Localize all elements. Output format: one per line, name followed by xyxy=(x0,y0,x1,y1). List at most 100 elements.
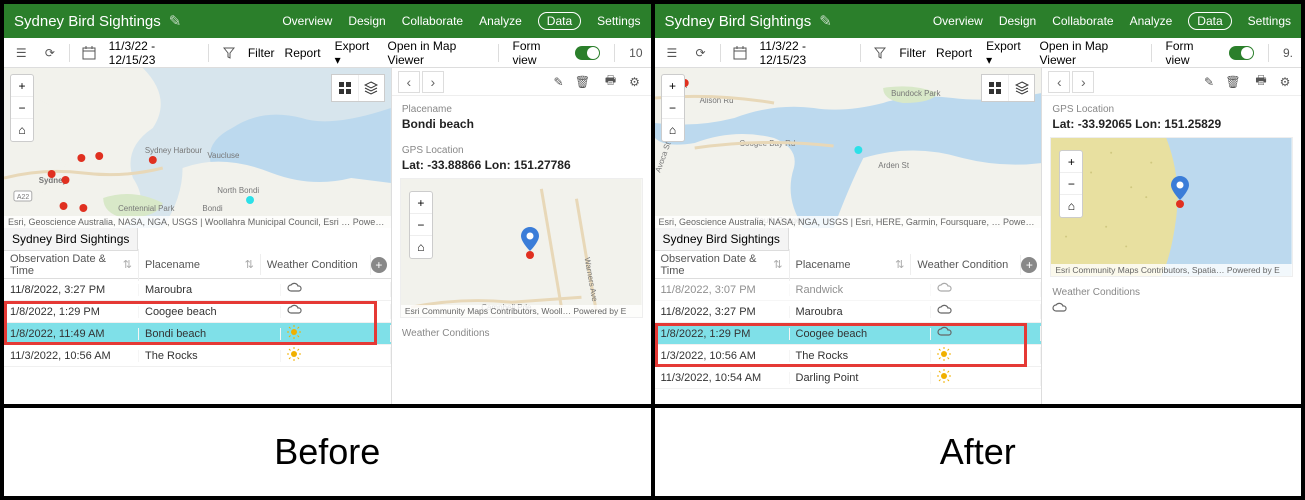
nav-settings[interactable]: Settings xyxy=(1248,14,1291,28)
settings-icon[interactable]: ⚙ xyxy=(1275,72,1295,92)
zoom-in-button[interactable]: + xyxy=(410,192,432,214)
export-button[interactable]: Export ▾ xyxy=(335,39,374,67)
open-map-button[interactable]: Open in Map Viewer xyxy=(1039,39,1136,67)
delete-icon[interactable]: 🗑 xyxy=(1223,72,1243,92)
form-view-toggle[interactable] xyxy=(1229,46,1254,60)
table-row[interactable]: 11/3/2022, 10:56 AMThe Rocks xyxy=(4,345,391,367)
refresh-icon[interactable]: ⟳ xyxy=(691,43,710,63)
home-button[interactable]: ⌂ xyxy=(11,119,33,141)
nav-data[interactable]: Data xyxy=(538,12,581,30)
menu-icon[interactable]: ☰ xyxy=(12,43,31,63)
nav-overview[interactable]: Overview xyxy=(282,14,332,28)
open-map-button[interactable]: Open in Map Viewer xyxy=(388,39,484,67)
zoom-out-button[interactable]: − xyxy=(11,97,33,119)
label-after: After xyxy=(655,408,1302,496)
nav-data[interactable]: Data xyxy=(1188,12,1231,30)
nav-settings[interactable]: Settings xyxy=(597,14,640,28)
nav-design[interactable]: Design xyxy=(348,14,385,28)
table-row[interactable]: 1/3/2022, 10:56 AMThe Rocks xyxy=(655,345,1042,367)
mini-map[interactable]: Campbell Pde Warners Ave + − ⌂ Esri Com xyxy=(400,178,643,318)
zoom-in-button[interactable]: + xyxy=(1060,151,1082,173)
edit-icon[interactable]: ✎ xyxy=(549,72,569,92)
placename-label: Placename xyxy=(392,96,651,117)
filter-label[interactable]: Filter xyxy=(899,46,926,60)
date-range[interactable]: 11/3/22 - 12/15/23 xyxy=(760,39,850,67)
filter-icon[interactable] xyxy=(219,43,238,63)
detail-toolbar: ‹ › ✎ 🗑 🖶 ⚙ xyxy=(1042,68,1301,96)
prev-record-button[interactable]: ‹ xyxy=(1048,71,1070,93)
col-place[interactable]: Placename ⇅ xyxy=(790,254,912,275)
svg-text:Centennial Park: Centennial Park xyxy=(118,204,174,213)
mini-map[interactable]: + − ⌂ Esri Community Maps Contributors, … xyxy=(1050,137,1293,277)
svg-text:Bondi: Bondi xyxy=(202,204,222,213)
nav-design[interactable]: Design xyxy=(999,14,1036,28)
refresh-icon[interactable]: ⟳ xyxy=(41,43,60,63)
col-weather[interactable]: Weather Condition xyxy=(261,255,371,275)
table-rows: 11/8/2022, 3:27 PMMaroubra1/8/2022, 1:29… xyxy=(4,279,391,404)
weather-label: Weather Conditions xyxy=(1042,277,1301,300)
home-button[interactable]: ⌂ xyxy=(662,119,684,141)
calendar-icon[interactable] xyxy=(80,43,99,63)
edit-title-icon[interactable]: ✎ xyxy=(169,12,182,30)
divider xyxy=(208,44,209,62)
app-title: Sydney Bird Sightings xyxy=(14,13,161,30)
col-weather[interactable]: Weather Condition xyxy=(911,255,1021,275)
date-range[interactable]: 11/3/22 - 12/15/23 xyxy=(109,39,199,67)
svg-text:Sydney Harbour: Sydney Harbour xyxy=(145,146,203,155)
col-date[interactable]: Observation Date & Time ⇅ xyxy=(655,249,790,281)
next-record-button[interactable]: › xyxy=(1072,71,1094,93)
edit-title-icon[interactable]: ✎ xyxy=(819,12,832,30)
table-row[interactable]: 11/8/2022, 3:27 PMMaroubra xyxy=(4,279,391,301)
form-view-label: Form view xyxy=(1166,39,1216,67)
cell-place: Maroubra xyxy=(139,284,281,296)
nav-analyze[interactable]: Analyze xyxy=(479,14,522,28)
table-row[interactable]: 11/3/2022, 10:54 AMDarling Point xyxy=(655,367,1042,389)
zoom-out-button[interactable]: − xyxy=(410,214,432,236)
table-row[interactable]: 11/8/2022, 3:07 PMRandwick xyxy=(655,279,1042,301)
cell-weather xyxy=(281,304,391,319)
table-row[interactable]: 11/8/2022, 3:27 PMMaroubra xyxy=(655,301,1042,323)
cell-weather xyxy=(931,369,1041,386)
zoom-out-button[interactable]: − xyxy=(1060,173,1082,195)
cell-weather xyxy=(281,282,391,297)
record-nav: ‹ › xyxy=(398,71,444,93)
report-button[interactable]: Report xyxy=(936,46,972,60)
table-row[interactable]: 1/8/2022, 1:29 PMCoogee beach xyxy=(655,323,1042,345)
table-row[interactable]: 1/8/2022, 11:49 AMBondi beach xyxy=(4,323,391,345)
layers-icon[interactable] xyxy=(358,75,384,101)
print-icon[interactable]: 🖶 xyxy=(601,72,621,92)
zoom-out-button[interactable]: − xyxy=(662,97,684,119)
calendar-icon[interactable] xyxy=(731,43,750,63)
cell-date: 1/8/2022, 11:49 AM xyxy=(4,328,139,340)
add-row-button[interactable]: + xyxy=(371,257,387,273)
col-place[interactable]: Placename ⇅ xyxy=(139,254,261,275)
cell-date: 11/3/2022, 10:56 AM xyxy=(4,350,139,362)
next-record-button[interactable]: › xyxy=(422,71,444,93)
nav-collaborate[interactable]: Collaborate xyxy=(1052,14,1113,28)
print-icon[interactable]: 🖶 xyxy=(1251,72,1271,92)
nav-collaborate[interactable]: Collaborate xyxy=(402,14,463,28)
zoom-in-button[interactable]: + xyxy=(11,75,33,97)
menu-icon[interactable]: ☰ xyxy=(663,43,682,63)
home-button[interactable]: ⌂ xyxy=(1060,195,1082,217)
zoom-in-button[interactable]: + xyxy=(662,75,684,97)
prev-record-button[interactable]: ‹ xyxy=(398,71,420,93)
form-view-toggle[interactable] xyxy=(575,46,600,60)
nav-overview[interactable]: Overview xyxy=(933,14,983,28)
layers-icon[interactable] xyxy=(1008,75,1034,101)
nav-analyze[interactable]: Analyze xyxy=(1130,14,1173,28)
home-button[interactable]: ⌂ xyxy=(410,236,432,258)
basemap-grid-icon[interactable] xyxy=(332,75,358,101)
settings-icon[interactable]: ⚙ xyxy=(625,72,645,92)
filter-label[interactable]: Filter xyxy=(248,46,275,60)
add-row-button[interactable]: + xyxy=(1021,257,1037,273)
edit-icon[interactable]: ✎ xyxy=(1199,72,1219,92)
filter-icon[interactable] xyxy=(871,43,890,63)
export-button[interactable]: Export ▾ xyxy=(986,39,1025,67)
col-date[interactable]: Observation Date & Time ⇅ xyxy=(4,249,139,281)
table-row[interactable]: 1/8/2022, 1:29 PMCoogee beach xyxy=(4,301,391,323)
record-nav: ‹ › xyxy=(1048,71,1094,93)
basemap-grid-icon[interactable] xyxy=(982,75,1008,101)
delete-icon[interactable]: 🗑 xyxy=(573,72,593,92)
report-button[interactable]: Report xyxy=(285,46,321,60)
